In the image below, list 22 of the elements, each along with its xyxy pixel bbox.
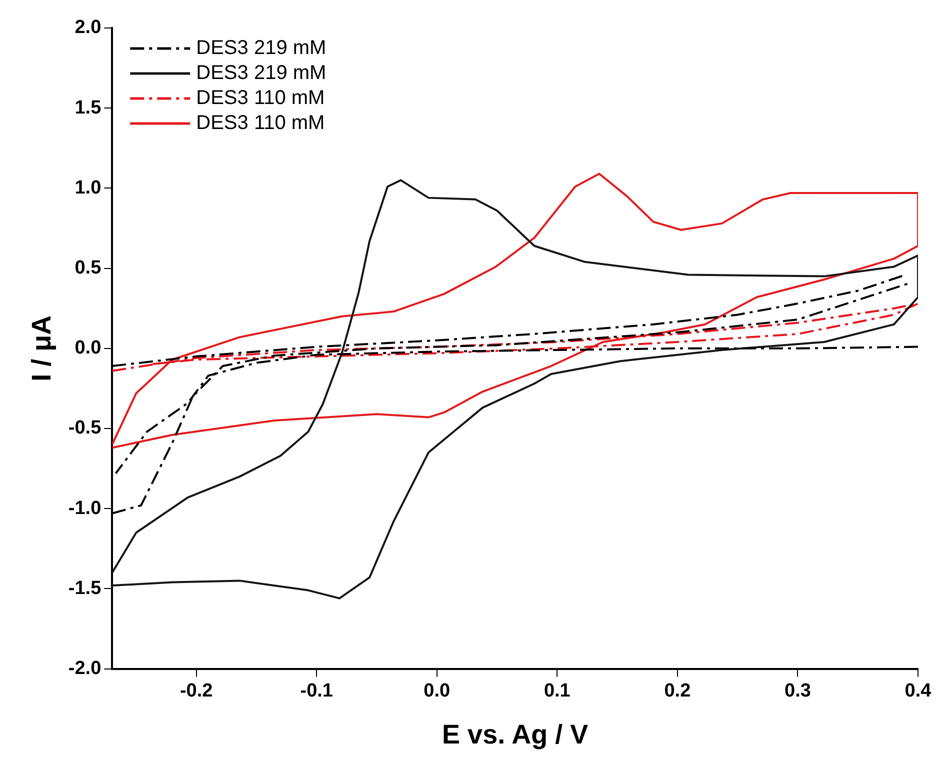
x-tick-label: 0.3	[784, 680, 811, 702]
x-tick-label: 0.0	[424, 680, 450, 702]
y-tick-label: -1.0	[68, 498, 102, 519]
legend-label: DES3 110 mM	[196, 112, 325, 134]
legend-label: DES3 219 mM	[196, 62, 326, 84]
legend-label: DES3 219 mM	[196, 37, 326, 60]
y-tick-label: 0.0	[74, 338, 102, 359]
y-tick-label: 2.0	[74, 17, 102, 38]
y-tick-label: -2.0	[68, 658, 102, 680]
y-tick-label: 1.5	[74, 97, 102, 118]
y-tick-label: 1.0	[74, 177, 102, 198]
x-tick-label: -0.1	[300, 680, 334, 702]
y-tick-label: -0.5	[68, 418, 102, 439]
y-tick-label: 0.5	[74, 258, 102, 279]
legend-label: DES3 110 mM	[196, 87, 325, 110]
x-tick-label: 0.2	[664, 680, 691, 702]
y-tick-label: -1.5	[68, 578, 102, 599]
y-axis-title: I / μA	[26, 315, 57, 382]
x-tick-label: -0.2	[180, 680, 213, 702]
x-tick-label: 0.1	[544, 680, 571, 702]
x-tick-label: 0.4	[904, 680, 932, 702]
x-axis-title: E vs. Ag / V	[442, 719, 588, 750]
